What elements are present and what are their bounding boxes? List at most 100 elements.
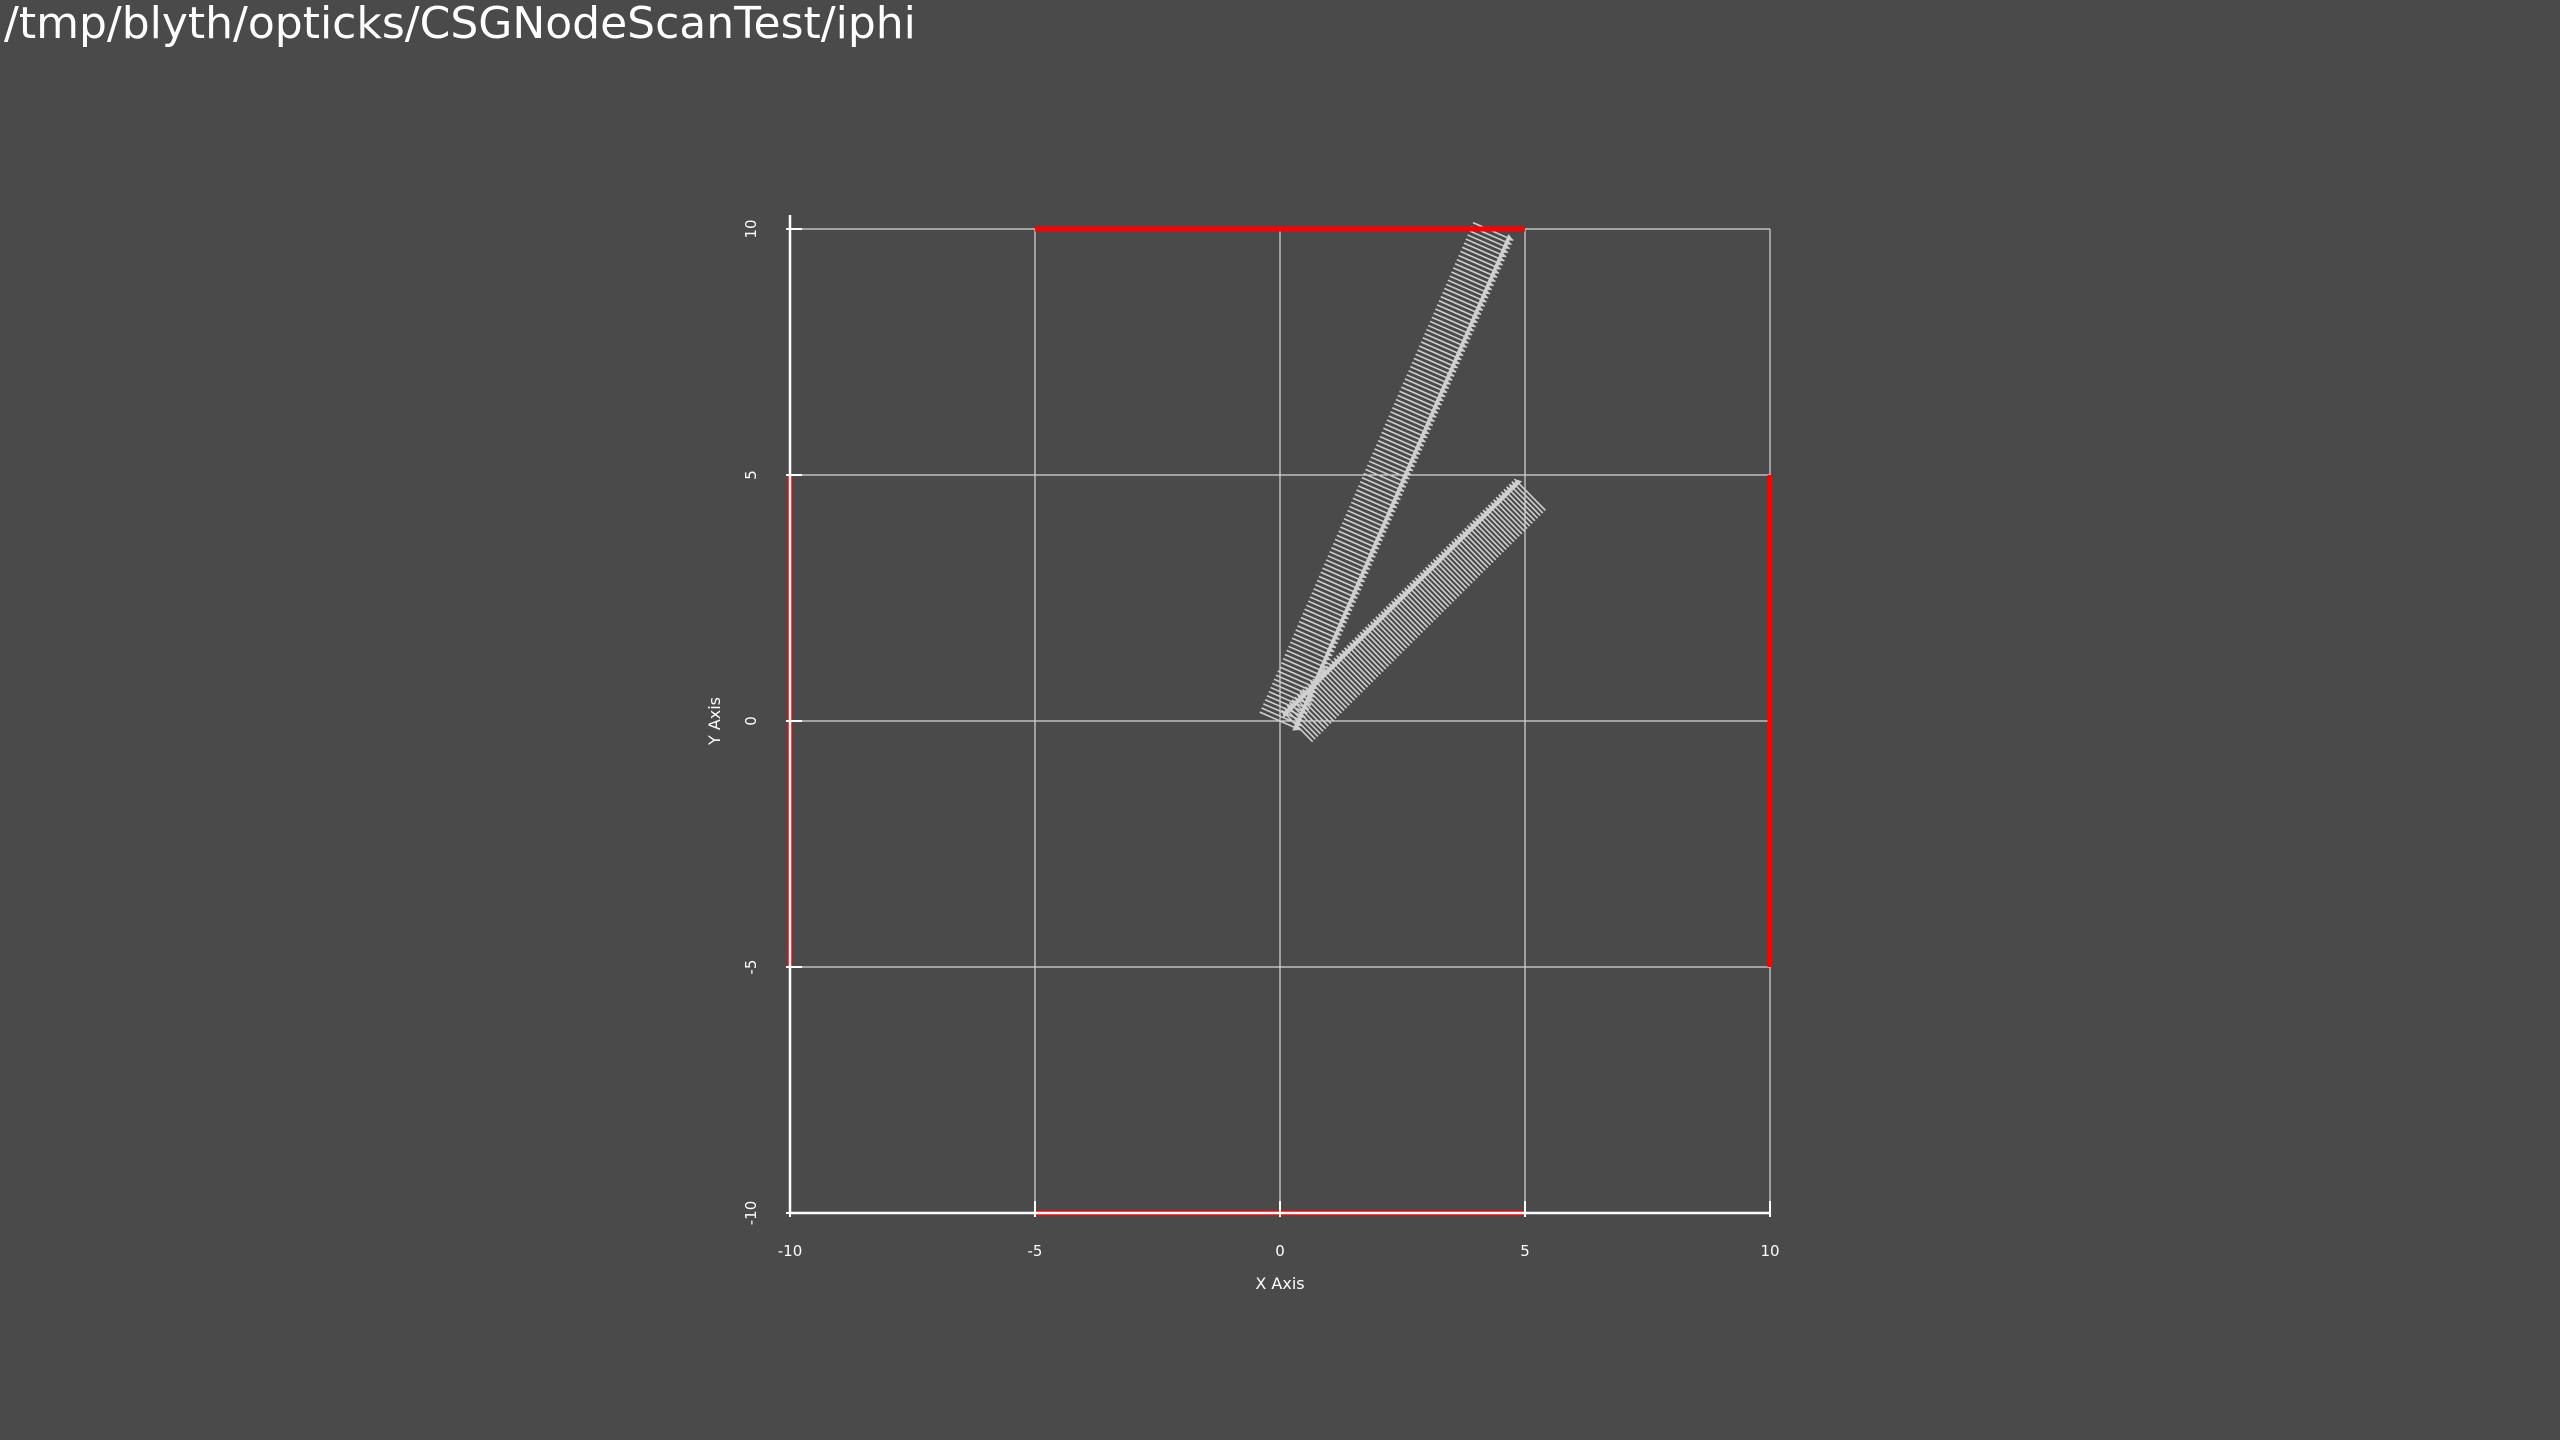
arrow-glyph-shaft [1369, 621, 1403, 654]
arrow-glyph-shaft [1306, 604, 1348, 624]
x-tick-label: 5 [1520, 1242, 1530, 1260]
arrow-glyph-shaft [1386, 419, 1428, 439]
arrow-glyph-shaft [1334, 538, 1376, 558]
arrow-glyph-shaft [1356, 634, 1390, 667]
arrow-glyph-shaft [1341, 522, 1383, 542]
arrow-glyph-shaft [1413, 357, 1455, 377]
arrow-glyph-shaft [1295, 629, 1337, 649]
arrow-glyph-shaft [1288, 645, 1330, 665]
arrow-glyph-shaft [1350, 501, 1392, 521]
arrow-glyph-shaft [1460, 250, 1502, 270]
arrow-glyph-head [1498, 250, 1507, 258]
arrow-glyph-head [1471, 312, 1480, 320]
arrow-glyph-shaft [1286, 649, 1328, 669]
arrow-glyph-head [1442, 377, 1451, 386]
arrow-glyph-head [1473, 308, 1482, 316]
arrow-glyph-head [1337, 620, 1345, 628]
arrow-glyph-head [1380, 521, 1388, 530]
arrow-glyph-shaft [1440, 295, 1482, 316]
arrow-glyph-shaft [1443, 548, 1476, 582]
arrow-glyph-shaft [1435, 556, 1468, 589]
arrow-glyph-shaft [1432, 558, 1465, 592]
arrow-glyph-shaft [1492, 499, 1526, 532]
arrow-glyph-head [1365, 554, 1374, 562]
arrow-glyph-shaft [1294, 696, 1327, 730]
arrow-glyph-shaft [1372, 452, 1414, 472]
arrow-glyph-head [1467, 320, 1476, 328]
arrow-glyph-shaft [1316, 579, 1358, 599]
arrow-glyph-shaft [1293, 633, 1335, 653]
arrow-glyph-head [1360, 567, 1369, 575]
arrow-glyph-shaft [1315, 583, 1357, 604]
y-tick-label: -10 [742, 1201, 760, 1226]
arrow-glyph-shaft [1307, 683, 1340, 717]
arrow-glyph-head [1476, 299, 1485, 307]
arrow-glyph-shaft [1461, 246, 1503, 266]
arrow-glyph-shaft [1424, 332, 1466, 353]
arrow-glyph-head [1381, 517, 1390, 525]
arrow-glyph-head [1372, 538, 1381, 546]
arrow-glyph-shaft [1436, 304, 1478, 324]
arrow-glyph-head [1320, 657, 1329, 665]
arrow-glyph-head [1406, 460, 1415, 468]
arrow-glyph-head [1344, 604, 1353, 612]
arrow-glyph-shaft [1368, 460, 1410, 480]
arrow-glyph-head [1333, 628, 1342, 636]
arrow-glyph-head [1421, 427, 1430, 435]
arrow-glyph-shaft [1419, 571, 1452, 605]
arrow-glyph-shaft [1448, 543, 1481, 576]
arrow-glyph-shaft [1377, 613, 1410, 647]
arrow-glyph-head [1464, 328, 1473, 336]
arrow-glyph-head [1489, 271, 1498, 279]
y-axis-label: Y Axis [705, 697, 724, 746]
arrow-glyph-shaft [1297, 625, 1339, 645]
arrow-glyph-shaft [1414, 577, 1447, 610]
arrow-glyph-shaft [1463, 242, 1505, 262]
arrow-glyph-shaft [1298, 620, 1340, 641]
arrow-glyph-shaft [1365, 468, 1407, 488]
arrow-glyph-shaft [1482, 509, 1515, 543]
arrow-glyph-head [1403, 468, 1412, 476]
arrow-glyph-shaft [1322, 567, 1364, 587]
y-tick-label: 0 [742, 716, 760, 726]
arrow-glyph-head [1362, 563, 1371, 571]
arrow-glyph-shaft [1445, 283, 1487, 303]
arrow-glyph-head [1503, 238, 1512, 246]
arrow-glyph-shaft [1456, 258, 1498, 279]
arrow-glyph-head [1505, 233, 1514, 242]
arrow-glyph-shaft [1307, 600, 1349, 620]
arrow-glyph-shaft [1471, 519, 1505, 553]
arrow-glyph-head [1374, 534, 1383, 542]
arrow-glyph-shaft [1409, 582, 1442, 615]
arrow-glyph-shaft [1438, 300, 1480, 320]
arrow-glyph-shaft [1474, 517, 1507, 550]
arrow-glyph-shaft [1498, 493, 1531, 527]
arrow-glyph-head [1494, 258, 1503, 266]
arrow-glyph-shaft [1320, 670, 1353, 704]
arrow-glyph-shaft [1333, 657, 1366, 691]
arrow-glyph-head [1338, 616, 1347, 624]
arrow-glyph-shaft [1415, 353, 1457, 373]
arrow-glyph-head [1328, 641, 1337, 649]
arrow-glyph-shaft [1372, 618, 1405, 652]
arrow-glyph-shaft [1437, 553, 1471, 587]
arrow-glyph-shaft [1312, 678, 1345, 712]
arrow-glyph-head [1448, 365, 1457, 373]
arrow-glyph-shaft [1302, 612, 1344, 632]
arrow-glyph-head [1405, 464, 1414, 472]
arrow-glyph-shaft [1461, 530, 1494, 563]
arrow-glyph-shaft [1363, 472, 1405, 493]
arrow-glyph-head [1399, 476, 1408, 484]
arrow-glyph-shaft [1443, 287, 1486, 307]
arrow-glyph-head [1319, 661, 1328, 669]
arrow-glyph-shaft [1304, 608, 1346, 628]
arrow-glyph-shaft [1390, 411, 1432, 431]
arrow-glyph-head [1396, 484, 1405, 492]
arrow-glyph-head [1349, 591, 1358, 599]
arrow-glyph-shaft [1404, 378, 1446, 398]
arrow-glyph-shaft [1500, 491, 1533, 524]
arrow-glyph-head [1469, 316, 1478, 324]
arrow-glyph-shaft [1315, 675, 1348, 709]
arrow-glyph-shaft [1379, 435, 1421, 455]
arrow-glyph-shaft [1377, 439, 1419, 460]
